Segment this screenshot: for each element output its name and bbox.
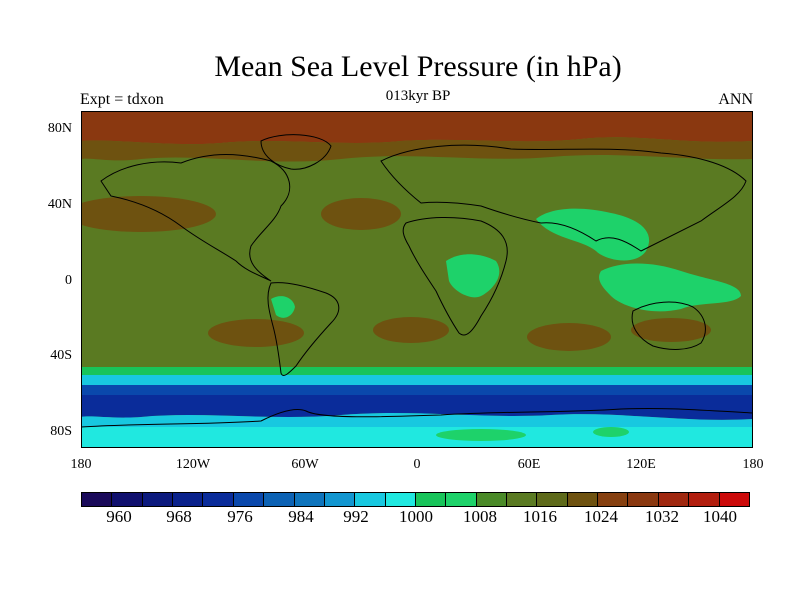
colorbar-swatch — [203, 493, 234, 506]
polar-high-region — [81, 111, 753, 145]
colorbar-label: 960 — [106, 507, 132, 526]
y-tick-label: 40S — [50, 348, 72, 363]
southern-band-cyan — [81, 375, 753, 385]
colorbar-swatch — [628, 493, 659, 506]
colorbar-label: 968 — [166, 507, 192, 526]
southern-band-mid — [81, 385, 753, 395]
colorbar-swatch — [507, 493, 538, 506]
x-tick-label: 60E — [517, 457, 541, 472]
x-tick-label: 180 — [742, 457, 764, 472]
colorbar-swatch — [355, 493, 386, 506]
map-border — [81, 111, 753, 448]
x-tick-label: 0 — [413, 457, 421, 472]
southern-ocean-deep-low — [81, 395, 753, 420]
x-tick-label: 180 — [70, 457, 92, 472]
australia-coast — [631, 301, 706, 350]
colorbar-label: 976 — [227, 507, 253, 526]
antarctic-green-patch — [436, 429, 526, 441]
colorbar-label: 1000 — [399, 507, 433, 526]
colorbar-swatch — [233, 493, 265, 506]
antarctic-transition — [81, 413, 753, 429]
pressure-map — [81, 111, 753, 448]
colorbar-swatch — [173, 493, 204, 506]
antarctic-green-patch — [593, 427, 629, 437]
colorbar-swatch — [294, 493, 325, 506]
south-pacific-high — [208, 319, 304, 347]
colorbar-swatch — [567, 493, 599, 506]
greenland-coast — [260, 134, 332, 170]
x-tick-label: 60W — [291, 457, 319, 472]
colorbar — [81, 492, 750, 507]
colorbar-swatch — [385, 493, 416, 506]
antarctic-high — [81, 427, 753, 448]
y-tick-label: 40N — [47, 197, 72, 212]
north-america-coast — [100, 154, 291, 282]
y-tick-label: 0 — [65, 273, 72, 288]
colorbar-label: 992 — [343, 507, 369, 526]
colorbar-swatch — [142, 493, 174, 506]
experiment-label: Expt = tdxon — [80, 91, 164, 108]
australia-high — [631, 318, 711, 342]
colorbar-swatch — [476, 493, 508, 506]
north-atlantic-high — [321, 198, 401, 230]
colorbar-swatch — [658, 493, 690, 506]
colorbar-swatch — [537, 493, 568, 506]
south-america-low — [271, 296, 295, 318]
indian-ocean-high — [527, 323, 611, 351]
season-label: ANN — [718, 91, 753, 108]
north-pacific-high — [81, 196, 216, 232]
colorbar-label: 1008 — [463, 507, 497, 526]
antarctica-coast — [81, 407, 753, 428]
southern-band-green — [81, 367, 753, 375]
colorbar-swatch — [112, 493, 143, 506]
colorbar-swatch — [689, 493, 720, 506]
maritime-continent-low — [599, 263, 741, 312]
x-tick-label: 120E — [626, 457, 656, 472]
africa-low — [446, 254, 500, 298]
colorbar-label: 1040 — [703, 507, 737, 526]
colorbar-swatch — [598, 493, 629, 506]
colorbar-label: 1032 — [645, 507, 679, 526]
chart-subtitle: 013kyr BP — [385, 88, 451, 104]
colorbar-label: 1024 — [584, 507, 618, 526]
south-america-coast — [267, 282, 340, 376]
south-atlantic-high — [373, 317, 449, 343]
coastlines — [81, 134, 753, 428]
x-tick-label: 120W — [175, 457, 211, 472]
colorbar-swatch — [264, 493, 295, 506]
africa-coast — [402, 216, 508, 336]
colorbar-label: 1016 — [523, 507, 557, 526]
chart-title: Mean Sea Level Pressure (in hPa) — [214, 50, 622, 83]
colorbar-swatch — [415, 493, 447, 506]
y-tick-label: 80N — [47, 121, 72, 136]
asia-low-region — [536, 208, 650, 261]
colorbar-swatch — [719, 493, 749, 506]
colorbar-label: 984 — [288, 507, 314, 526]
colorbar-swatch — [446, 493, 477, 506]
eurasia-coast — [380, 144, 747, 252]
colorbar-swatch — [82, 493, 113, 506]
colorbar-swatch — [324, 493, 356, 506]
y-tick-label: 80S — [50, 424, 72, 439]
